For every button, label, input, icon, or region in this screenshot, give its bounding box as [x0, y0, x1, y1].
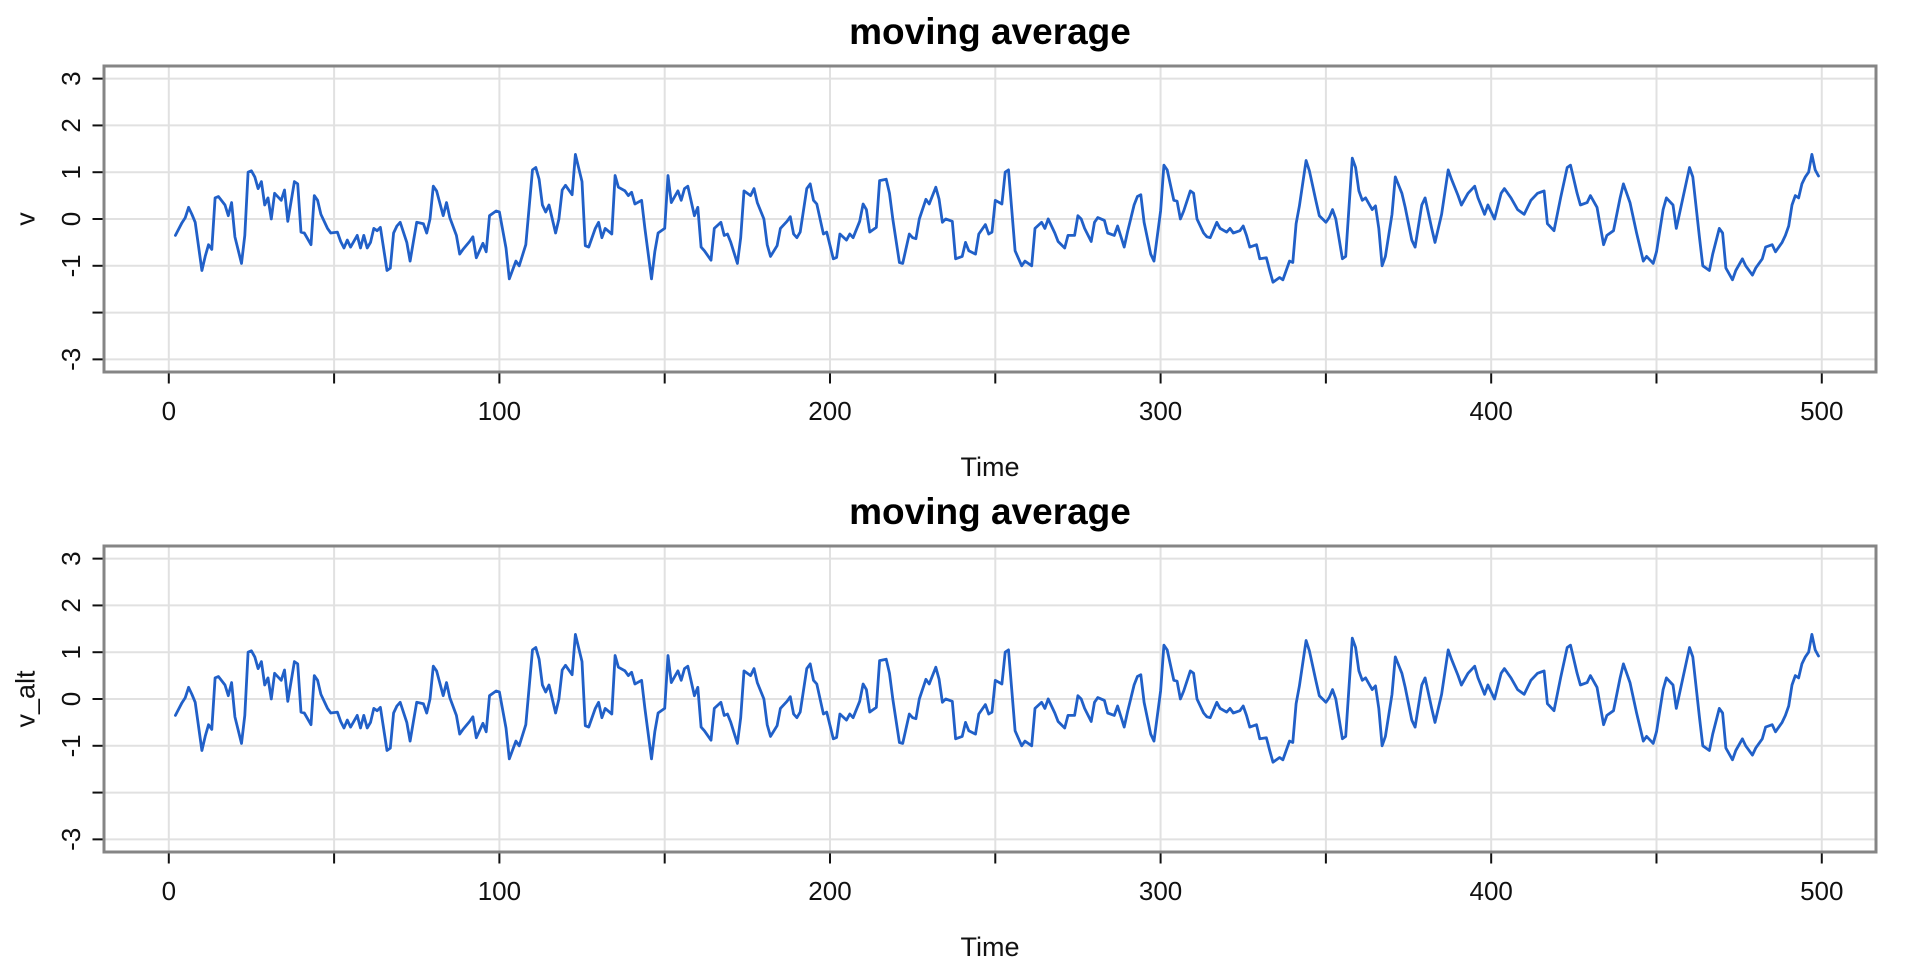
- y-tick-label: 3: [56, 71, 86, 85]
- y-tick-label: -1: [56, 734, 86, 757]
- x-tick-label: 100: [478, 396, 521, 426]
- x-tick-label: 500: [1800, 876, 1843, 906]
- chart1-x-axis-title: Time: [960, 452, 1020, 482]
- y-tick-label: 0: [56, 692, 86, 706]
- plot-border: [102, 64, 1878, 374]
- chart1-title: moving average: [849, 11, 1131, 52]
- x-tick-label: 300: [1139, 876, 1182, 906]
- x-tick-label: 0: [162, 876, 176, 906]
- y-tick-label: -3: [56, 828, 86, 851]
- chart2-title: moving average: [849, 491, 1131, 532]
- x-tick-label: 100: [478, 876, 521, 906]
- y-tick-label: 0: [56, 212, 86, 226]
- x-tick-label: 400: [1469, 876, 1512, 906]
- chart1-y-axis-title: v: [10, 212, 41, 226]
- x-tick-label: 500: [1800, 396, 1843, 426]
- x-tick-label: 300: [1139, 396, 1182, 426]
- x-tick-label: 200: [808, 396, 851, 426]
- series-line-v_alt: [173, 633, 1820, 764]
- series-line-v: [173, 152, 1820, 284]
- x-tick-label: 0: [162, 396, 176, 426]
- x-tick-label: 200: [808, 876, 851, 906]
- y-tick-label: 1: [56, 645, 86, 659]
- y-tick-label: 2: [56, 118, 86, 132]
- y-tick-label: 2: [56, 598, 86, 612]
- y-tick-label: 1: [56, 165, 86, 179]
- y-tick-label: -3: [56, 348, 86, 371]
- x-tick-label: 400: [1469, 396, 1512, 426]
- y-tick-label: -1: [56, 254, 86, 277]
- chart2-y-axis-title: v_alt: [10, 670, 41, 728]
- y-tick-label: 3: [56, 551, 86, 565]
- plot-border: [102, 544, 1878, 854]
- chart2-x-axis-title: Time: [960, 932, 1020, 960]
